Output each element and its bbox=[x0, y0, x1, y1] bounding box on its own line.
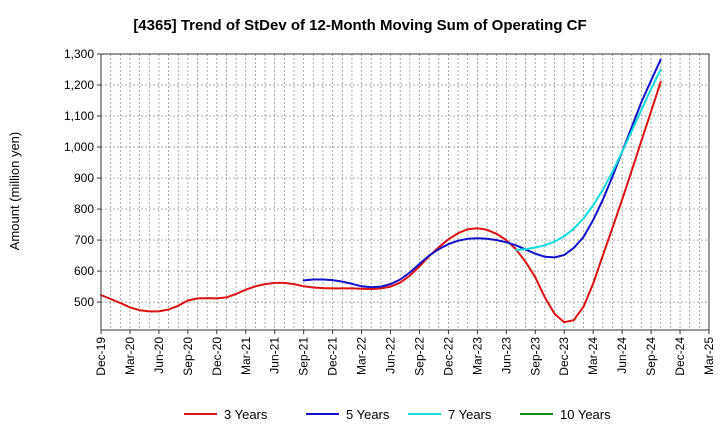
y-axis-label: Amount (million yen) bbox=[7, 132, 22, 251]
x-tick-label: Dec-20 bbox=[210, 337, 224, 376]
x-tick-label: Sep-22 bbox=[412, 337, 426, 376]
x-tick-label: Dec-23 bbox=[557, 337, 571, 376]
x-tick-label: Dec-22 bbox=[441, 337, 455, 376]
y-tick-labels: 500 600 700 800 900 1,000 1,100 1,200 1,300 bbox=[64, 47, 101, 309]
x-tick-label: Mar-23 bbox=[470, 337, 484, 375]
y-tick-label: 600 bbox=[74, 264, 94, 278]
x-tick-label: Jun-21 bbox=[268, 337, 282, 374]
y-tick-label: 800 bbox=[74, 202, 94, 216]
legend: 3 Years 5 Years 7 Years 10 Years bbox=[184, 407, 611, 422]
grid-lines bbox=[101, 53, 709, 330]
x-tick-label: Mar-24 bbox=[586, 337, 600, 375]
x-tick-label: Jun-22 bbox=[384, 337, 398, 374]
y-tick-label: 1,000 bbox=[64, 140, 94, 154]
x-tick-label: Mar-21 bbox=[239, 337, 253, 375]
legend-label-3-years: 3 Years bbox=[224, 407, 268, 422]
series-lines bbox=[100, 58, 662, 324]
legend-label-7-years: 7 Years bbox=[448, 407, 492, 422]
y-tick-label: 1,100 bbox=[64, 109, 94, 123]
series-line-3-years bbox=[100, 80, 662, 324]
x-tick-label: Sep-20 bbox=[181, 337, 195, 376]
legend-label-10-years: 10 Years bbox=[560, 407, 611, 422]
x-tick-label: Jun-24 bbox=[615, 337, 629, 374]
x-tick-label: Dec-24 bbox=[673, 337, 687, 376]
y-tick-label: 1,300 bbox=[64, 47, 94, 61]
x-tick-label: Jun-20 bbox=[152, 337, 166, 374]
x-tick-label: Sep-21 bbox=[297, 337, 311, 376]
x-tick-label: Sep-23 bbox=[528, 337, 542, 376]
y-tick-label: 900 bbox=[74, 171, 94, 185]
x-tick-label: Dec-19 bbox=[94, 337, 108, 376]
series-line-5-years bbox=[302, 58, 662, 289]
x-tick-label: Mar-22 bbox=[355, 337, 369, 375]
x-tick-label: Mar-20 bbox=[123, 337, 137, 375]
y-tick-label: 700 bbox=[74, 233, 94, 247]
y-tick-label: 1,200 bbox=[64, 78, 94, 92]
plot-area bbox=[101, 54, 709, 330]
x-tick-labels: Dec-19 Mar-20 Jun-20 Sep-20 Dec-20 Mar-21 Jun-… bbox=[94, 330, 716, 376]
series-line-7-years bbox=[515, 68, 662, 251]
x-tick-label: Jun-23 bbox=[499, 337, 513, 374]
legend-label-5-years: 5 Years bbox=[346, 407, 390, 422]
x-tick-label: Mar-25 bbox=[702, 337, 716, 375]
chart-title: [4365] Trend of StDev of 12-Month Moving… bbox=[133, 17, 586, 34]
y-tick-label: 500 bbox=[74, 295, 94, 309]
plot-border bbox=[100, 53, 710, 331]
x-tick-label: Sep-24 bbox=[644, 337, 658, 376]
x-tick-label: Dec-21 bbox=[326, 337, 340, 376]
